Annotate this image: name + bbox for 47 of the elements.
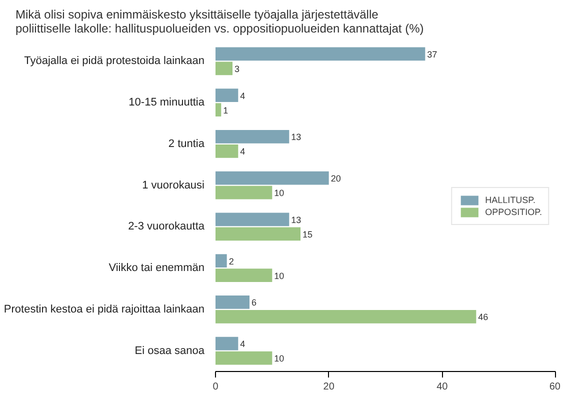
bar [216, 186, 272, 200]
data-label: 4 [240, 146, 246, 157]
data-label: 10 [274, 354, 284, 364]
x-tick-label: 0 [212, 382, 219, 392]
data-label: 3 [234, 64, 240, 74]
y-tick-label: 2 tuntia [168, 138, 206, 150]
bar [216, 296, 250, 309]
data-label: 1 [223, 105, 228, 116]
legend-label: HALLITUSP. [485, 194, 536, 204]
data-label: 37 [427, 49, 438, 60]
bar [216, 212, 290, 226]
y-tick-label: 1 vuorokausi [142, 179, 205, 192]
y-tick-label: Viikko tai enemmän [108, 262, 205, 274]
bar [216, 130, 290, 144]
bar [216, 62, 232, 76]
data-label: 13 [291, 214, 302, 225]
y-tick-label: Protestin kestoa ei pidä rajoittaa lainkaan [4, 303, 205, 316]
data-label: 2 [228, 256, 234, 266]
y-tick-label: Ei osaa sanoa [134, 344, 206, 357]
bar [216, 254, 227, 268]
bar [216, 88, 238, 102]
data-label: 10 [274, 188, 284, 198]
bar [216, 351, 272, 365]
data-label: 46 [478, 312, 488, 322]
legend-label: OPPOSITIOP. [485, 206, 542, 216]
x-tick-label: 20 [323, 382, 335, 392]
bar [216, 144, 238, 158]
x-tick-label: 60 [549, 382, 561, 392]
bar [216, 171, 329, 185]
data-label: 13 [291, 132, 302, 142]
chart-title: Mikä olisi sopiva enimmäiskesto yksittäiselle työajalla järjestettävälle poliittiselle lakolle: hallituspuolueiden vs. oppositiopuolueiden kannattajat (%) [16, 8, 424, 36]
data-label: 6 [252, 298, 257, 308]
bar [216, 47, 426, 61]
bar [216, 268, 272, 282]
y-tick-label: 10-15 minuuttia [128, 96, 206, 109]
data-label: 15 [302, 229, 313, 240]
y-tick-label: 2-3 vuorokautta [128, 220, 206, 233]
y-tick-label: Työajalla ei pidä protestoida lainkaan [24, 55, 205, 68]
bar [216, 310, 476, 324]
x-tick-label: 40 [436, 382, 448, 392]
bar [216, 227, 300, 241]
data-label: 20 [330, 174, 341, 184]
bar [216, 103, 222, 116]
data-label: 10 [274, 270, 284, 281]
data-label: 4 [240, 90, 246, 101]
data-label: 4 [240, 339, 246, 350]
bar [216, 336, 238, 350]
